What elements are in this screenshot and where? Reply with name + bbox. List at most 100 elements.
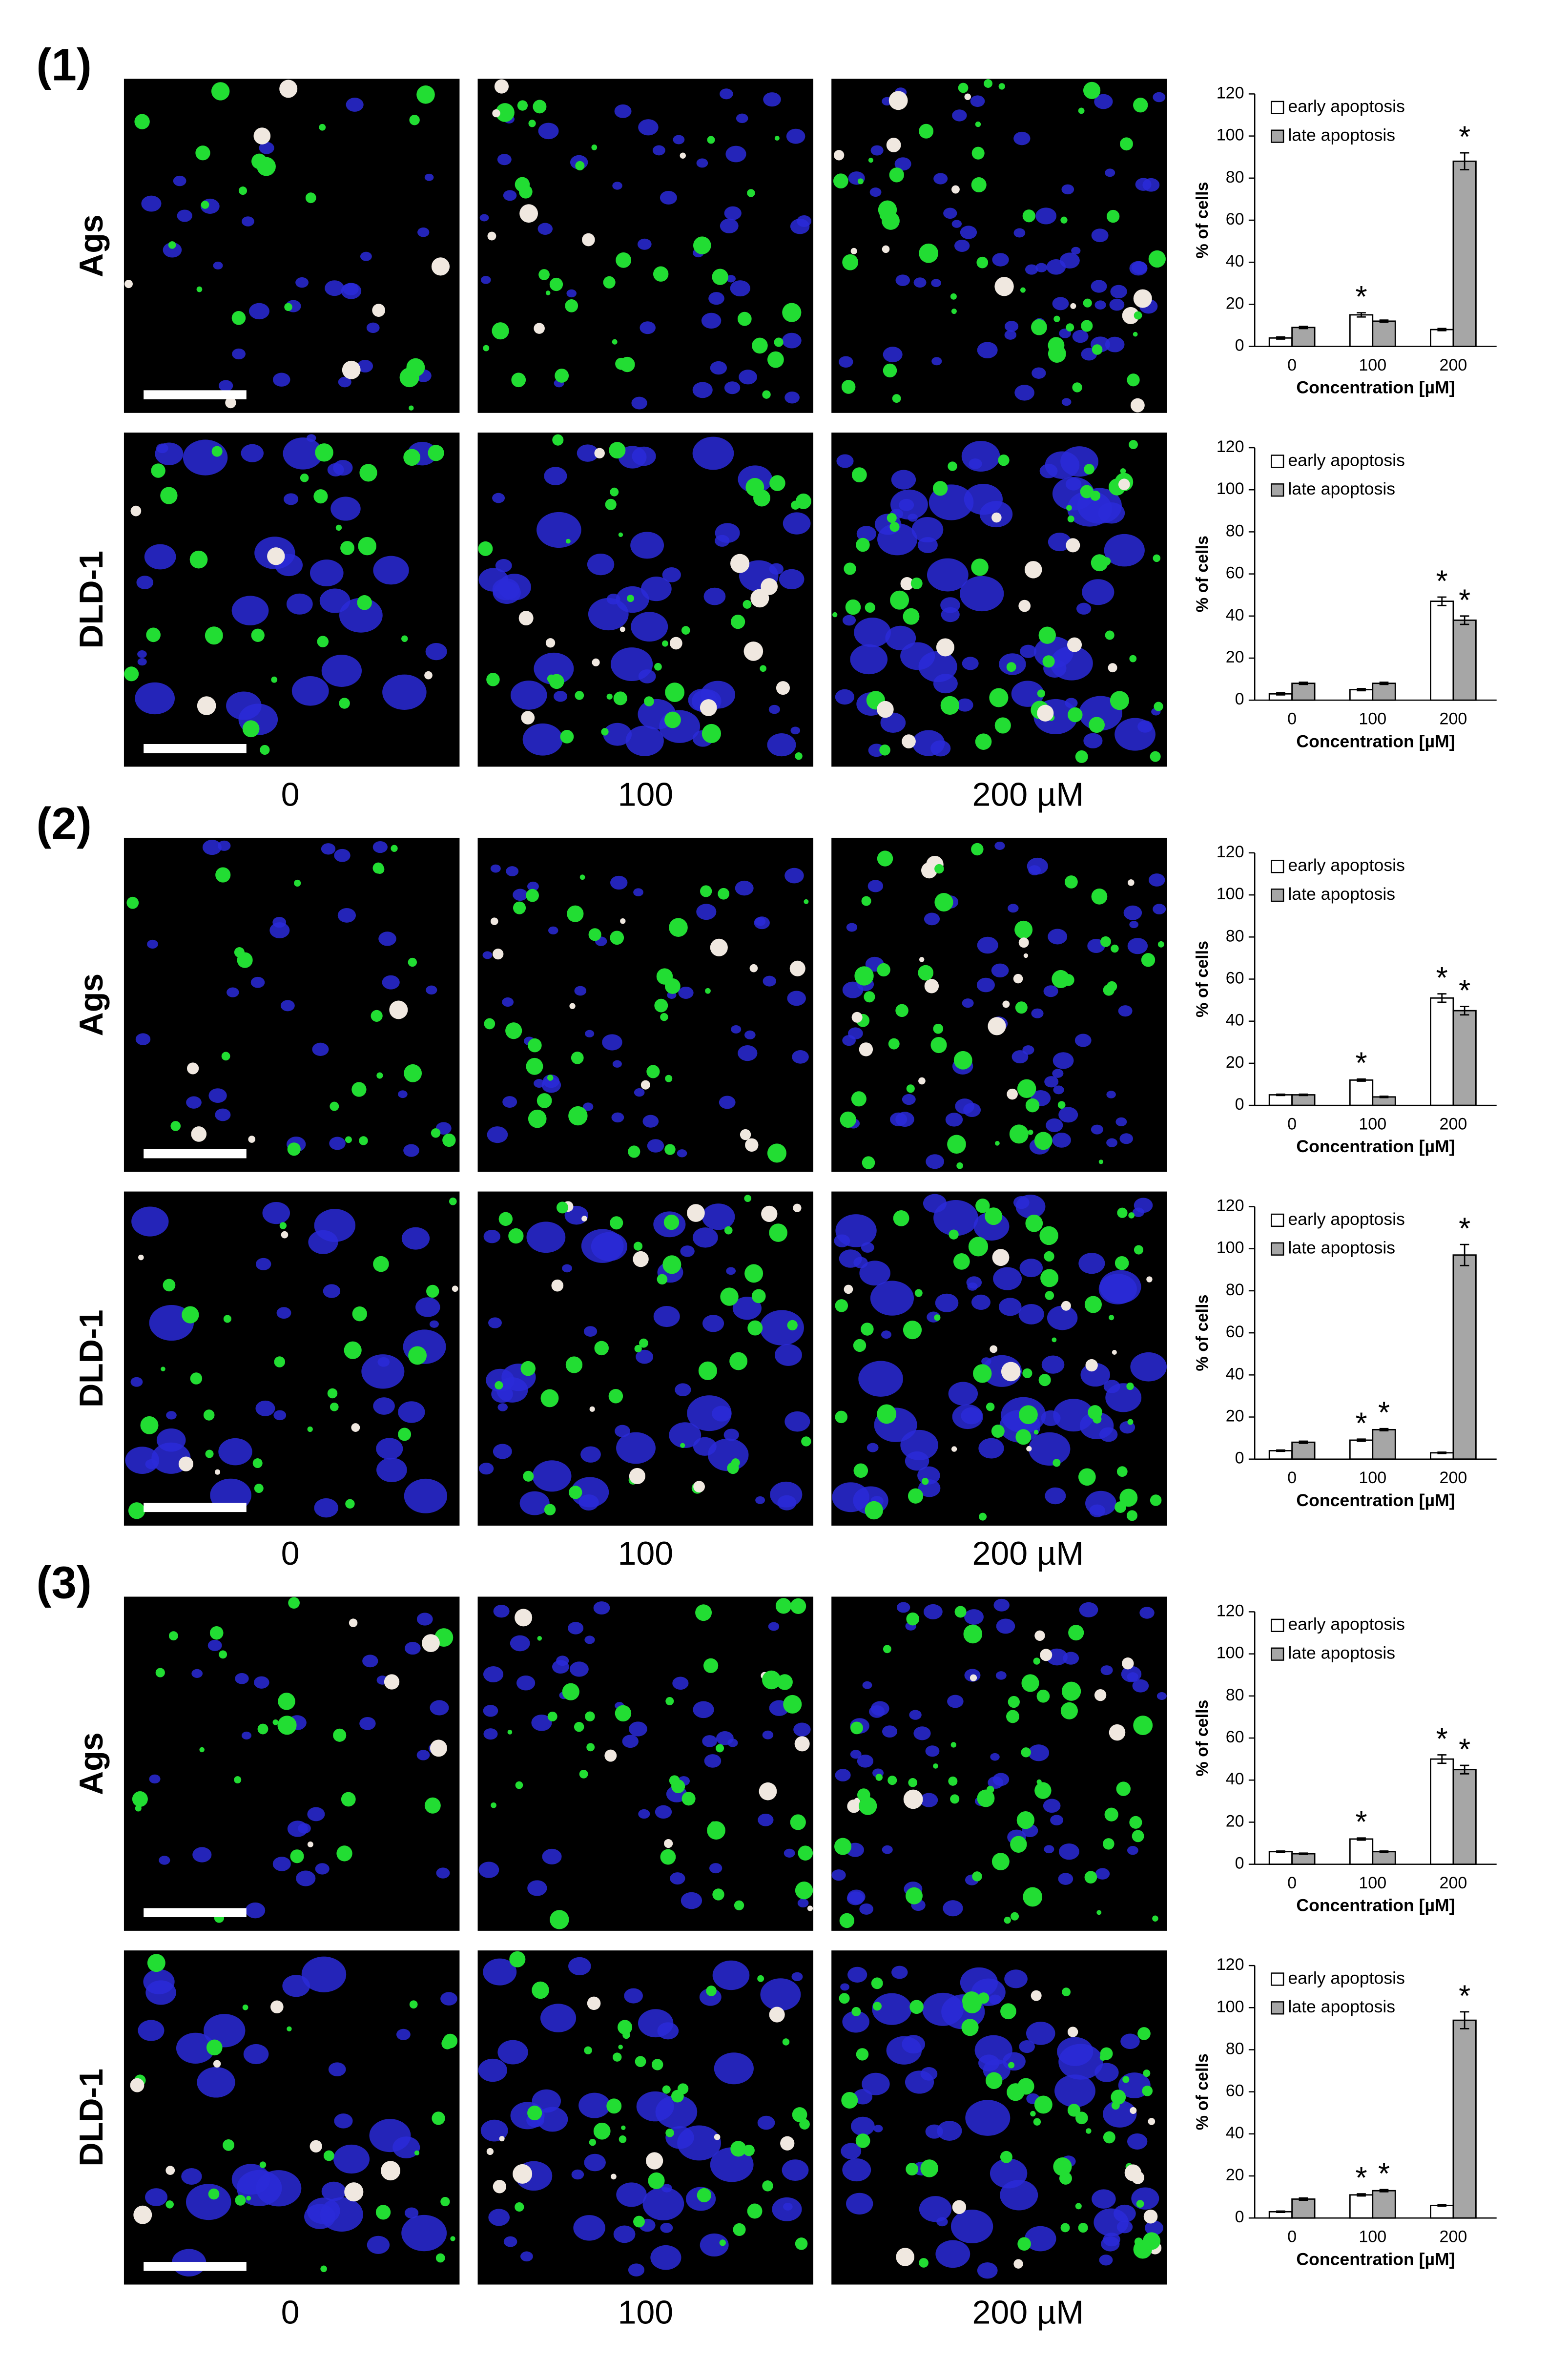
nucleus — [1048, 929, 1068, 945]
y-tick-label: 80 — [1226, 1686, 1244, 1704]
cell — [976, 256, 989, 269]
nucleus — [692, 436, 734, 470]
cell — [914, 1289, 923, 1297]
cell — [431, 257, 450, 276]
cell — [669, 1775, 680, 1786]
row-label: DLD-1 — [73, 551, 110, 649]
bar — [1372, 1851, 1396, 1865]
y-tick-label: 0 — [1235, 1854, 1244, 1873]
bar — [1452, 1254, 1477, 1460]
nucleus — [952, 1404, 983, 1429]
nucleus — [497, 1403, 508, 1411]
cell — [126, 896, 139, 909]
cell — [409, 115, 420, 125]
nucleus — [917, 537, 938, 553]
nucleus — [1127, 938, 1148, 954]
significance-marker: * — [1459, 1733, 1470, 1767]
nucleus — [757, 2115, 775, 2130]
nucleus — [396, 2028, 411, 2040]
cell — [135, 1805, 142, 1812]
y-tick-label: 0 — [1235, 690, 1244, 708]
error-bar — [1357, 688, 1366, 692]
cell — [279, 1222, 287, 1229]
cell — [440, 2196, 450, 2207]
nucleus — [790, 218, 810, 234]
y-tick-label: 60 — [1226, 1728, 1244, 1746]
y-tick-label: 80 — [1226, 1281, 1244, 1299]
nucleus — [873, 2125, 883, 2132]
cell — [1080, 485, 1094, 498]
nucleus — [1002, 2052, 1026, 2071]
nucleus — [362, 1655, 378, 1668]
nucleus — [867, 880, 884, 892]
cell — [665, 1697, 674, 1705]
nucleus — [965, 2100, 1011, 2136]
cell — [693, 1481, 705, 1493]
nucleus — [726, 275, 736, 283]
cell — [242, 2004, 248, 2010]
nucleus — [1071, 247, 1081, 255]
cell — [794, 1736, 810, 1752]
nucleus — [762, 1730, 774, 1739]
y-axis-label: % of cells — [1193, 536, 1212, 612]
cell — [426, 1284, 439, 1298]
error-bar — [1379, 2189, 1389, 2193]
cell — [1126, 1382, 1134, 1390]
cell — [1061, 1301, 1071, 1311]
nucleus — [573, 2215, 605, 2241]
cell — [1116, 1781, 1131, 1796]
cell — [853, 1463, 868, 1478]
cell — [341, 1792, 356, 1807]
nucleus — [1085, 1490, 1116, 1516]
cell — [209, 1626, 224, 1640]
concentration-label: 100 — [618, 2294, 673, 2331]
y-tick-label: 100 — [1217, 126, 1244, 145]
error-bar — [1460, 1006, 1469, 1016]
cell — [215, 1469, 221, 1475]
cell — [527, 2105, 542, 2121]
nucleus — [478, 1463, 494, 1475]
nucleus — [548, 926, 558, 935]
nucleus — [700, 2233, 729, 2257]
nucleus — [642, 1115, 659, 1128]
bar — [1452, 2019, 1477, 2219]
y-tick-label: 60 — [1226, 969, 1244, 988]
nucleus — [219, 380, 233, 392]
nucleus — [272, 373, 290, 387]
cell — [517, 100, 528, 111]
cell — [422, 1634, 440, 1652]
nucleus — [488, 2209, 510, 2226]
cell — [560, 730, 574, 744]
cell — [998, 455, 1010, 466]
nucleus — [891, 470, 916, 490]
nucleus — [659, 710, 701, 743]
cell — [681, 626, 690, 635]
cell — [1132, 1830, 1144, 1842]
cell — [540, 1389, 559, 1407]
nucleus — [603, 723, 632, 746]
cell — [1128, 879, 1135, 886]
nucleus — [784, 868, 804, 884]
nucleus — [631, 396, 647, 410]
scale-bar — [144, 1503, 247, 1512]
cell — [492, 109, 500, 118]
bar — [1291, 327, 1316, 347]
cell — [277, 1716, 297, 1735]
cell — [254, 1484, 264, 1493]
cell — [1105, 630, 1115, 640]
nucleus — [218, 1438, 252, 1466]
cell — [604, 1749, 617, 1762]
cell — [648, 2172, 665, 2189]
cell — [1036, 1689, 1050, 1703]
bar — [1430, 329, 1454, 347]
cell — [1031, 1990, 1042, 2001]
cell — [430, 1739, 447, 1757]
nucleus — [1005, 321, 1019, 332]
cell — [865, 1501, 883, 1520]
cell — [1059, 2172, 1072, 2185]
x-tick-label: 0 — [1287, 1115, 1297, 1133]
cell — [615, 357, 627, 370]
nucleus — [1127, 1846, 1138, 1855]
concentration-label: 200 µM — [972, 2294, 1084, 2331]
legend-label: late apoptosis — [1288, 884, 1395, 904]
